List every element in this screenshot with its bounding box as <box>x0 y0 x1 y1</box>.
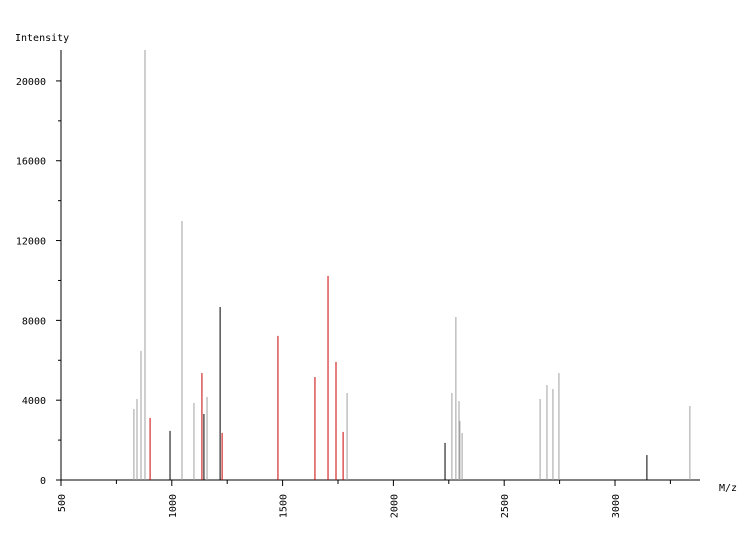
y-tick-label: 0 <box>40 476 46 487</box>
y-tick-label: 4000 <box>22 396 46 407</box>
y-tick-label: 12000 <box>16 237 46 248</box>
y-tick-label: 20000 <box>16 77 46 88</box>
x-tick-label: 2000 <box>389 494 400 518</box>
y-tick-label: 16000 <box>16 157 46 168</box>
x-tick-label: 3000 <box>611 494 622 518</box>
y-axis-title: Intensity <box>15 33 69 44</box>
y-tick-label: 8000 <box>22 316 46 327</box>
x-tick-label: 500 <box>57 494 68 512</box>
x-axis-title: M/z <box>719 483 737 494</box>
x-tick-label: 2500 <box>500 494 511 518</box>
x-tick-label: 1000 <box>168 494 179 518</box>
x-tick-label: 1500 <box>279 494 290 518</box>
